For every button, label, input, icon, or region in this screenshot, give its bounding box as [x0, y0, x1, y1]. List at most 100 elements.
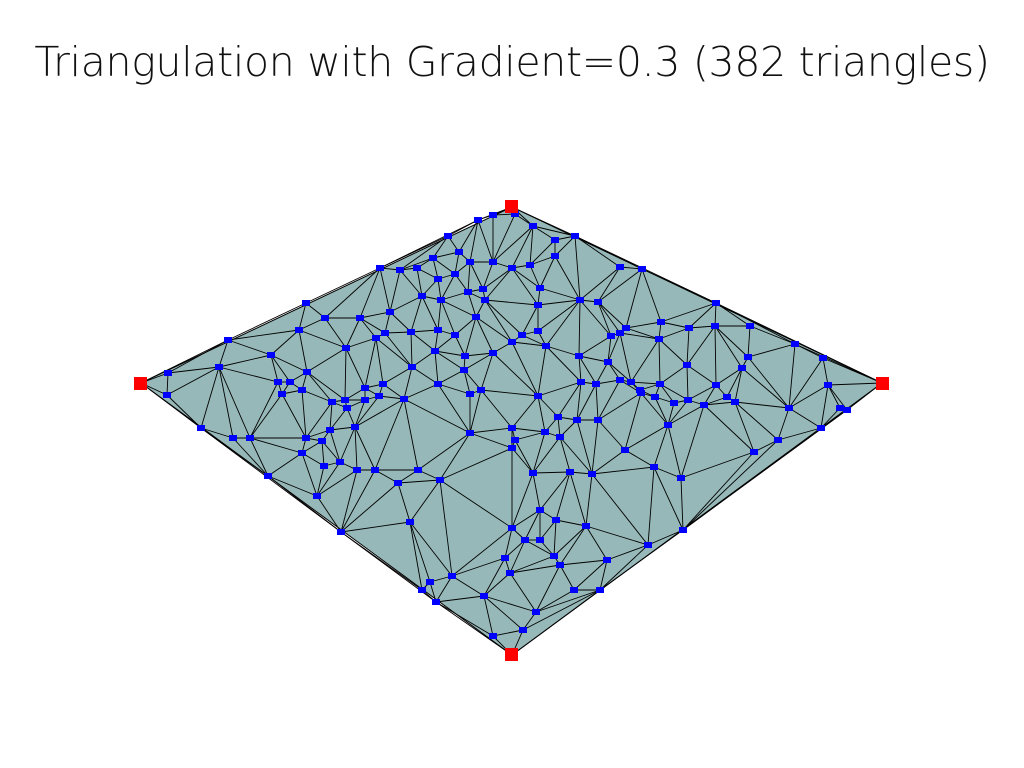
mesh-edge [682, 451, 755, 531]
mesh-edge [354, 399, 366, 428]
mesh-point [353, 467, 361, 473]
mesh-edge [573, 559, 608, 591]
mesh-edge [545, 299, 581, 347]
mesh-edge [389, 269, 401, 313]
mesh-edge [410, 331, 436, 352]
mesh-point [836, 405, 844, 411]
mesh-point [313, 493, 321, 499]
mesh-edge [524, 509, 541, 541]
mesh-edge [480, 352, 494, 391]
corner-point-top [505, 200, 518, 213]
mesh-edge [354, 426, 376, 471]
mesh-edge [301, 452, 318, 497]
mesh-edge [270, 354, 291, 383]
mesh-point [594, 417, 602, 423]
corner-points [134, 200, 889, 661]
mesh-edge [788, 343, 796, 409]
mesh-edge [511, 589, 601, 656]
mesh-point [723, 394, 731, 400]
mesh-edge [511, 341, 539, 397]
mesh-edge [545, 345, 580, 357]
mesh-point [526, 262, 534, 268]
mesh-edge [389, 295, 423, 313]
mesh-edge [509, 539, 526, 574]
mesh-point [774, 437, 782, 443]
mesh-edge [687, 384, 717, 401]
mesh-edge [537, 345, 547, 397]
mesh-edge [659, 383, 675, 404]
mesh-edge [454, 251, 460, 275]
mesh-edge [316, 465, 325, 497]
mesh-edge [440, 273, 456, 301]
mesh-edge [167, 339, 229, 374]
mesh-edge [429, 581, 437, 603]
mesh-edge [397, 479, 441, 484]
mesh-point [434, 327, 442, 333]
mesh-point [328, 399, 336, 405]
mesh-point [407, 329, 415, 335]
mesh-edge [375, 337, 384, 385]
mesh-edge [399, 257, 434, 271]
mesh-edge [411, 366, 439, 385]
mesh-edge [747, 356, 790, 409]
mesh-edge [218, 366, 234, 439]
corner-point-left [134, 377, 147, 390]
mesh-point [436, 477, 444, 483]
mesh-edge [403, 366, 413, 400]
mesh-edge [437, 369, 465, 385]
mesh-edge [749, 325, 796, 345]
mesh-edge [432, 235, 449, 259]
mesh-point [434, 276, 442, 282]
mesh-point [501, 555, 509, 561]
mesh-edge [492, 225, 534, 263]
mesh-edge [354, 426, 358, 471]
mesh-point [670, 400, 678, 406]
mesh-point [529, 470, 537, 476]
mesh-point [534, 302, 542, 308]
mesh-point [791, 341, 799, 347]
mesh-point [163, 392, 171, 398]
mesh-edge [686, 364, 717, 386]
mesh-edge [777, 427, 822, 441]
mesh-edge [340, 469, 376, 533]
mesh-edge [607, 332, 621, 363]
mesh-edge [579, 299, 612, 337]
mesh-point [677, 475, 685, 481]
mesh-point [508, 339, 516, 345]
mesh-edge [658, 327, 690, 340]
mesh-point [372, 335, 380, 341]
mesh-edge [492, 213, 516, 263]
mesh-edge [597, 379, 621, 421]
mesh-edge [434, 329, 439, 352]
mesh-edge [345, 337, 377, 349]
mesh-point [376, 265, 384, 271]
mesh-point [396, 267, 404, 273]
mesh-edge [660, 302, 717, 323]
mesh-point [508, 425, 516, 431]
mesh-point [638, 266, 646, 272]
mesh-point [351, 424, 359, 430]
mesh-point [650, 464, 658, 470]
mesh-point [413, 265, 421, 271]
mesh-edge [140, 382, 202, 429]
mesh-edge [451, 557, 506, 577]
mesh-edge [340, 521, 411, 533]
mesh-point [744, 354, 752, 360]
mesh-edge [599, 559, 608, 591]
mesh-edge [504, 527, 513, 559]
mesh-edge [714, 325, 717, 386]
mesh-edge [464, 316, 477, 357]
mesh-point [711, 323, 719, 329]
mesh-edge [514, 439, 534, 474]
mesh-edge [682, 439, 779, 531]
mesh-edge [734, 401, 779, 441]
mesh-edge [559, 436, 593, 475]
mesh-edge [218, 354, 272, 368]
mesh-edge [345, 347, 366, 389]
mesh-edge [439, 447, 513, 481]
mesh-edge [324, 267, 381, 319]
mesh-edge [480, 389, 513, 429]
mesh-point [785, 405, 793, 411]
mesh-edge [384, 311, 391, 334]
mesh-point [379, 381, 387, 387]
